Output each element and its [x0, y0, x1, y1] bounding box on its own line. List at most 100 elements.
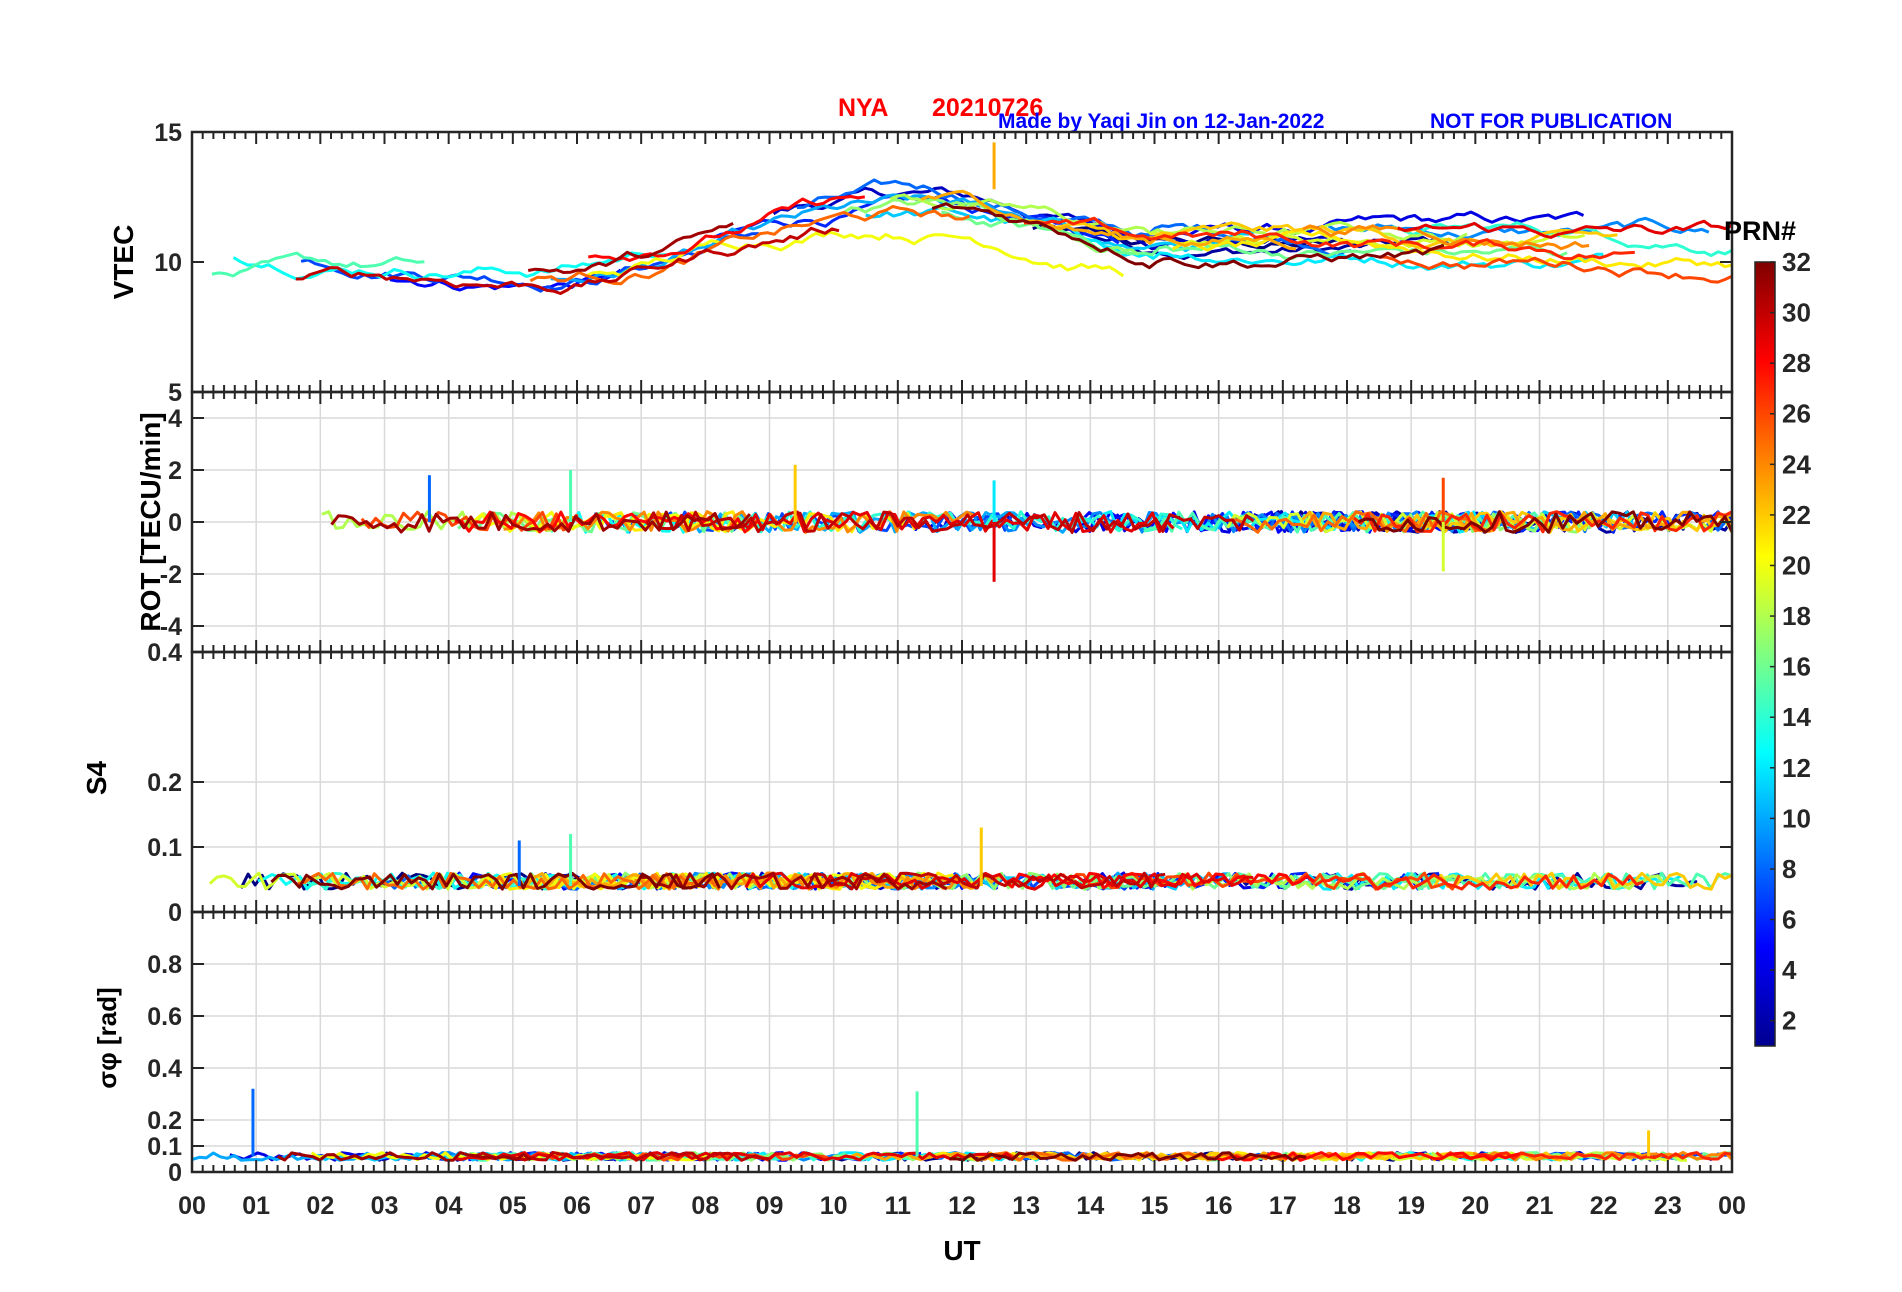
colorbar-tick-label: 10 — [1782, 803, 1811, 833]
credit-text: Made by Yaqi Jin on 12-Jan-2022 — [998, 110, 1324, 133]
x-tick-label: 00 — [178, 1192, 206, 1220]
x-tick-label: 05 — [499, 1192, 527, 1220]
colorbar-tick-label: 2 — [1782, 1006, 1796, 1036]
prn-series-line — [588, 195, 866, 262]
x-tick-label: 06 — [563, 1192, 591, 1220]
prn-series-line — [295, 226, 840, 295]
x-axis-label: UT — [943, 1235, 980, 1266]
prn-series-line — [1023, 216, 1635, 261]
rot-ylabel: ROT [TECU/min] — [135, 412, 166, 631]
colorbar-tick-label: 22 — [1782, 500, 1811, 530]
colorbar — [1754, 261, 1776, 1047]
colorbar-label: PRN# — [1724, 216, 1796, 246]
y-tick-label: 0.1 — [147, 1133, 182, 1161]
x-tick-label: 12 — [948, 1192, 976, 1220]
prn-series-line — [527, 222, 734, 274]
y-tick-label: 5 — [168, 379, 182, 407]
y-tick-label: 0.1 — [147, 834, 182, 862]
x-tick-label: 21 — [1526, 1192, 1554, 1220]
colorbar-tick-label: 12 — [1782, 753, 1811, 783]
sigma-phi-ylabel: σφ [rad] — [92, 987, 122, 1088]
prn-series-line — [1397, 219, 1733, 239]
prn-series-line — [645, 510, 1255, 534]
prn-series-line — [297, 871, 717, 891]
y-tick-label: 0.2 — [147, 769, 182, 797]
colorbar-tick-label: 14 — [1782, 702, 1811, 732]
prn-series-line — [949, 1151, 1307, 1162]
y-tick-label: 10 — [154, 249, 182, 277]
y-tick-label: -2 — [160, 561, 182, 589]
x-tick-label: 19 — [1397, 1192, 1425, 1220]
s4-panel: 0 0.1 0.2 0.4 — [147, 639, 1734, 927]
prn-series-line — [270, 871, 721, 891]
y-tick-label: 0.6 — [147, 1003, 182, 1031]
x-tick-label: 10 — [820, 1192, 848, 1220]
x-tick-label: 03 — [371, 1192, 399, 1220]
prn-series-line — [772, 186, 1328, 251]
y-tick-label: 0.8 — [147, 951, 182, 979]
prn-series-line — [211, 251, 425, 278]
x-tick-label: 17 — [1269, 1192, 1297, 1220]
x-tick-label: 04 — [435, 1192, 463, 1220]
y-tick-label: 2 — [168, 457, 182, 485]
station-title: NYA — [838, 94, 889, 122]
prn-series-line — [1352, 510, 1733, 534]
x-tick-label: 08 — [691, 1192, 719, 1220]
x-tick-label: 07 — [627, 1192, 655, 1220]
colorbar-tick-label: 16 — [1782, 652, 1811, 682]
y-tick-label: 4 — [168, 405, 182, 433]
prn-series-line — [931, 202, 1445, 270]
x-tick-labels: 00 01 02 03 04 05 06 07 08 09 10 11 12 13 14 15 16 17 18 19… — [178, 1192, 1746, 1220]
prn-series-line — [1327, 216, 1710, 240]
x-tick-label: 15 — [1141, 1192, 1169, 1220]
y-tick-label: -4 — [160, 613, 182, 641]
x-tick-label: 22 — [1590, 1192, 1618, 1220]
y-tick-label: 0 — [168, 1159, 182, 1187]
prn-series-line — [1379, 255, 1733, 284]
x-tick-label: 14 — [1076, 1192, 1104, 1220]
colorbar-tick-label: 20 — [1782, 550, 1811, 580]
vtec-panel: 5 10 15 — [154, 119, 1734, 407]
prn-series-line — [641, 871, 948, 891]
rot-panel: -4 -2 0 2 4 — [160, 390, 1734, 654]
prn-series-line — [330, 510, 752, 534]
x-tick-label: 13 — [1012, 1192, 1040, 1220]
colorbar-tick-label: 6 — [1782, 905, 1796, 935]
y-tick-label: 15 — [154, 119, 182, 147]
prn-series-line — [1171, 229, 1733, 270]
colorbar-tick-label: 32 — [1782, 247, 1811, 277]
x-tick-label: 00 — [1718, 1192, 1746, 1220]
not-for-publication-text: NOT FOR PUBLICATION — [1430, 110, 1672, 133]
colorbar-tick-label: 18 — [1782, 601, 1811, 631]
x-tick-label: 16 — [1205, 1192, 1233, 1220]
colorbar-tick-label: 8 — [1782, 854, 1796, 884]
s4-ylabel: S4 — [81, 760, 112, 795]
x-tick-label: 18 — [1333, 1192, 1361, 1220]
sigma-phi-panel: 00.10.2 0.4 0.6 0.8 — [147, 910, 1734, 1187]
x-tick-label: 20 — [1461, 1192, 1489, 1220]
vtec-ylabel: VTEC — [108, 225, 139, 300]
x-tick-label: 23 — [1654, 1192, 1682, 1220]
colorbar-tick-label: 24 — [1782, 449, 1811, 479]
date-title: 20210726 — [932, 94, 1043, 122]
colorbar-tick-label: 26 — [1782, 399, 1811, 429]
colorbar-tick-label: 4 — [1782, 955, 1797, 985]
prn-series-line — [809, 871, 1166, 891]
y-tick-label: 0 — [168, 509, 182, 537]
x-tick-label: 09 — [756, 1192, 784, 1220]
prn-series-line — [940, 210, 1568, 261]
prn-series-line — [475, 1151, 770, 1162]
x-tick-label: 02 — [306, 1192, 334, 1220]
colorbar-tick-label: 30 — [1782, 298, 1811, 328]
prn-series-line — [1302, 224, 1590, 251]
prn-series-line — [744, 871, 1254, 891]
prn-series-line — [585, 230, 1125, 278]
y-tick-label: 0.4 — [147, 639, 182, 667]
prn-series-line — [1357, 510, 1734, 534]
prn-series-line — [300, 232, 759, 293]
prn-series-line — [1435, 1151, 1733, 1161]
x-tick-label: 11 — [885, 1192, 912, 1220]
y-tick-label: 0.4 — [147, 1055, 182, 1083]
y-tick-label: 0 — [168, 899, 182, 927]
